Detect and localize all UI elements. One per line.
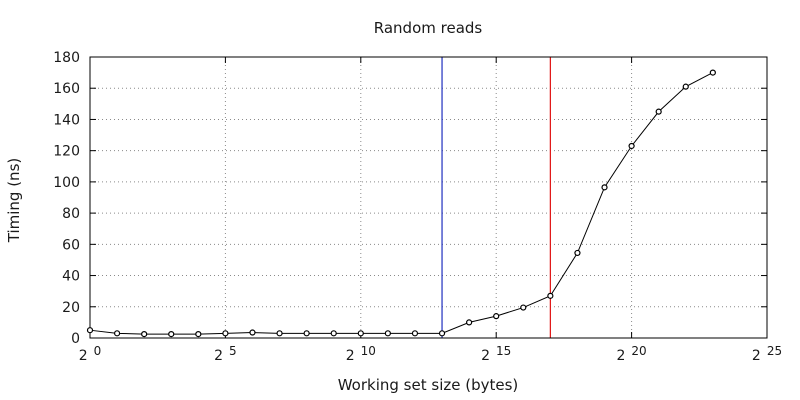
- data-point: [547, 292, 554, 299]
- y-tick-label: 60: [62, 237, 80, 253]
- grid-lines: [90, 57, 767, 338]
- data-point: [411, 330, 419, 337]
- y-axis-label: Timing (ns): [5, 158, 23, 243]
- data-point: [709, 69, 716, 76]
- y-tick-label: 140: [53, 112, 80, 128]
- x-tick-label: 2 20: [616, 344, 646, 364]
- y-tick-label: 120: [53, 144, 80, 160]
- data-point: [249, 329, 256, 336]
- chart-title: Random reads: [374, 19, 483, 37]
- data-point: [493, 313, 500, 320]
- data-point: [682, 83, 689, 90]
- data-point: [357, 330, 364, 337]
- data-point: [168, 330, 175, 338]
- data-point: [601, 184, 608, 191]
- x-axis-label: Working set size (bytes): [338, 376, 519, 394]
- x-tick-label: 2 25: [752, 344, 782, 364]
- data-point: [141, 330, 148, 338]
- y-tick-label: 0: [71, 331, 80, 347]
- data-point: [276, 330, 283, 337]
- plot-frame: [89, 56, 768, 339]
- data-point: [113, 330, 121, 337]
- series-line: [89, 72, 714, 335]
- data-point: [655, 108, 662, 115]
- data-point: [384, 330, 391, 337]
- y-tick-label: 160: [53, 81, 80, 97]
- x-tick-label: 2 10: [346, 344, 376, 364]
- y-tick-labels: 0 20 40 60 80 100 120 140 160 180: [53, 50, 80, 347]
- data-point: [438, 330, 446, 337]
- y-tick-label: 100: [53, 175, 80, 191]
- data-point: [466, 319, 473, 326]
- vertical-markers: [441, 57, 551, 338]
- data-point: [330, 330, 337, 337]
- data-series: [86, 69, 716, 338]
- data-point: [195, 330, 202, 338]
- data-point: [303, 330, 310, 337]
- y-tick-label: 20: [62, 300, 80, 316]
- y-tick-label: 180: [53, 50, 80, 66]
- data-point: [520, 304, 527, 311]
- tick-marks: [89, 56, 768, 339]
- data-point: [628, 142, 635, 150]
- data-point: [222, 330, 229, 337]
- y-tick-label: 80: [62, 206, 80, 222]
- y-tick-label: 40: [62, 269, 80, 285]
- data-point: [86, 327, 94, 334]
- x-tick-label: 2 15: [481, 344, 511, 364]
- x-tick-labels: 2 0 2 5 2 10 2 15 2 20 2 25: [79, 344, 782, 364]
- data-point: [574, 249, 581, 257]
